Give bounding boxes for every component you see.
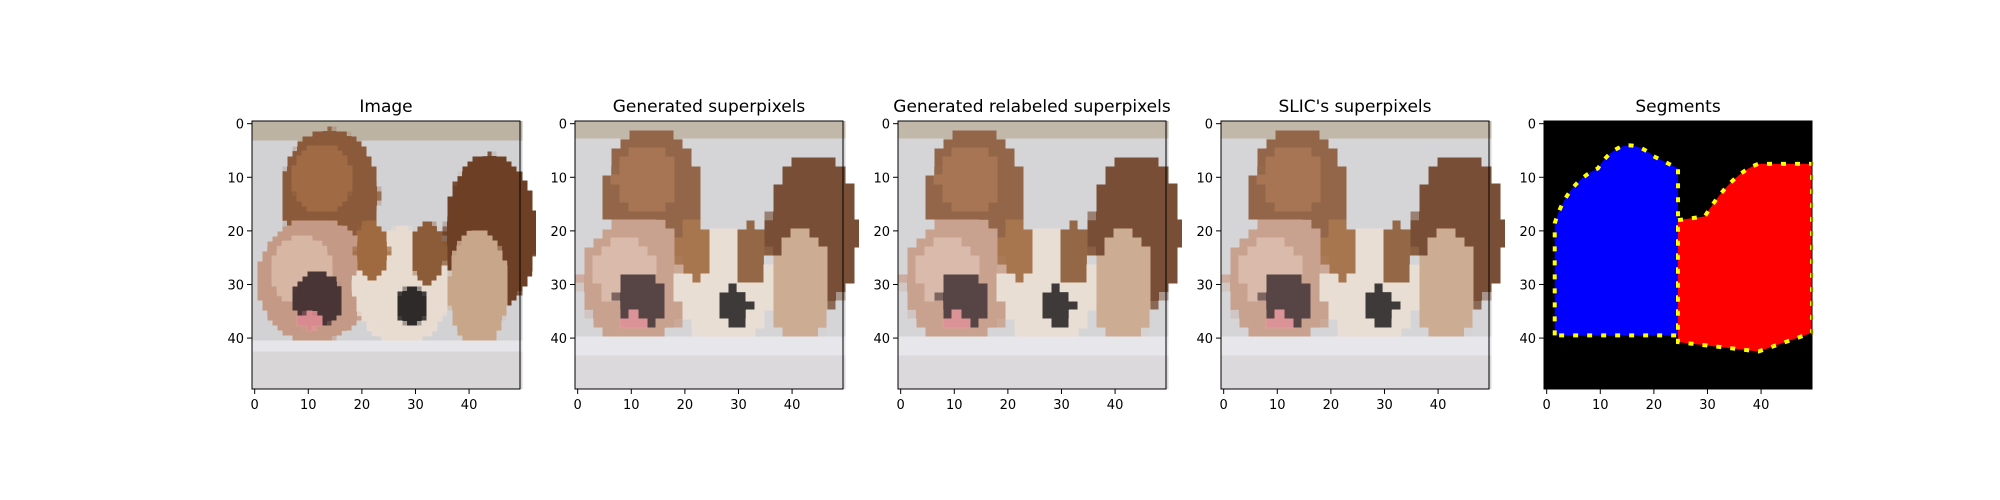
y-tick-label: 10 xyxy=(873,171,890,186)
axes-frame xyxy=(1543,120,1813,390)
segment-region-1 xyxy=(1552,143,1680,338)
x-tick-label: 0 xyxy=(251,398,259,413)
y-tick-label: 40 xyxy=(1519,332,1536,347)
x-tick-label: 30 xyxy=(1699,398,1716,413)
x-tick-label: 0 xyxy=(1220,398,1228,413)
y-tick-label: 10 xyxy=(1519,171,1536,186)
x-tick-label: 10 xyxy=(946,398,963,413)
x-tick-label: 30 xyxy=(1376,398,1393,413)
panel-5: Segments 0 10 20 30 40 0 10 20 30 40 xyxy=(1519,97,1814,413)
y-tick-label: 0 xyxy=(882,118,890,133)
x-tick-label: 10 xyxy=(1592,398,1609,413)
panel-4: SLIC's superpixels 0 10 20 30 40 0 10 20 30 40 xyxy=(1196,97,1505,413)
x-tick-label: 20 xyxy=(1323,398,1340,413)
panel-2: Generated superpixels 0 10 20 30 40 0 10 20 30 40 xyxy=(550,97,859,413)
x-tick-label: 40 xyxy=(784,398,801,413)
y-tick-label: 30 xyxy=(873,278,890,293)
y-tick-label: 40 xyxy=(550,332,567,347)
y-tick-label: 10 xyxy=(1196,171,1213,186)
x-tick-label: 20 xyxy=(354,398,371,413)
relabeled-superpixel-mosaic xyxy=(898,121,1182,389)
y-tick-label: 20 xyxy=(550,225,567,240)
x-tick-label: 30 xyxy=(407,398,424,413)
x-tick-label: 30 xyxy=(730,398,747,413)
axes-frame xyxy=(251,120,521,390)
x-tick-label: 10 xyxy=(623,398,640,413)
panel-title: Generated relabeled superpixels xyxy=(893,97,1171,117)
y-tick-label: 0 xyxy=(559,118,567,133)
y-tick-label: 30 xyxy=(550,278,567,293)
x-tick-label: 40 xyxy=(1430,398,1447,413)
axes-frame xyxy=(897,120,1167,390)
x-tick-label: 0 xyxy=(574,398,582,413)
x-tick-label: 20 xyxy=(1000,398,1017,413)
x-tick-label: 40 xyxy=(1107,398,1124,413)
y-tick-label: 10 xyxy=(227,171,244,186)
segment-region-2 xyxy=(1676,161,1814,354)
y-tick-label: 40 xyxy=(873,332,890,347)
x-tick-label: 20 xyxy=(677,398,694,413)
x-tick-label: 20 xyxy=(1646,398,1663,413)
x-tick-label: 0 xyxy=(1543,398,1551,413)
panel-title: Image xyxy=(359,97,412,117)
x-tick-label: 40 xyxy=(1753,398,1770,413)
superpixel-mosaic xyxy=(575,121,859,389)
x-tick-label: 0 xyxy=(897,398,905,413)
y-tick-label: 30 xyxy=(1196,278,1213,293)
y-tick-label: 10 xyxy=(550,171,567,186)
y-tick-label: 30 xyxy=(1519,278,1536,293)
slic-superpixel-mosaic xyxy=(1221,121,1505,389)
axes-frame xyxy=(1220,120,1490,390)
panel-1: Image 0 10 20 30 40 0 10 20 30 40 xyxy=(227,97,536,413)
photograph-two-bulldogs xyxy=(252,121,536,389)
axes-frame xyxy=(574,120,844,390)
x-tick-label: 10 xyxy=(300,398,317,413)
panel-title: Generated superpixels xyxy=(613,97,806,117)
y-tick-label: 0 xyxy=(1205,118,1213,133)
panel-title: SLIC's superpixels xyxy=(1278,97,1431,117)
x-tick-label: 30 xyxy=(1053,398,1070,413)
x-tick-label: 40 xyxy=(461,398,478,413)
y-tick-label: 20 xyxy=(227,225,244,240)
y-tick-label: 40 xyxy=(1196,332,1213,347)
y-tick-label: 20 xyxy=(1196,225,1213,240)
segmentation-mask xyxy=(1544,121,1814,389)
y-tick-label: 40 xyxy=(227,332,244,347)
y-tick-label: 30 xyxy=(227,278,244,293)
panel-title: Segments xyxy=(1635,97,1721,117)
y-tick-label: 20 xyxy=(873,225,890,240)
y-tick-label: 0 xyxy=(1528,118,1536,133)
y-tick-label: 20 xyxy=(1519,225,1536,240)
y-tick-label: 0 xyxy=(236,118,244,133)
x-tick-label: 10 xyxy=(1269,398,1286,413)
